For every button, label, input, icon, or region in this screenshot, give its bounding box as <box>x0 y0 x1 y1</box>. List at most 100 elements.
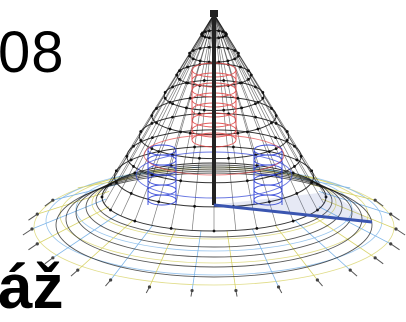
rope-knot <box>186 65 190 69</box>
cylinder-ring <box>147 154 177 166</box>
rope-knot <box>155 121 158 125</box>
mast-cap <box>210 10 218 17</box>
skirt-spoke <box>191 230 202 291</box>
rope-knot <box>295 192 299 195</box>
rope-knot <box>188 96 192 100</box>
rope-knot <box>179 179 183 183</box>
anchor-point <box>389 212 393 216</box>
rope-knot <box>150 147 154 150</box>
ground-anchors <box>22 198 406 297</box>
rope-knot <box>295 158 299 162</box>
rope-knot <box>274 147 278 150</box>
rope-knot <box>261 90 265 94</box>
rope-knot <box>324 195 328 199</box>
skirt-spoke <box>52 213 119 259</box>
rope-knot <box>133 219 137 223</box>
rope-knot <box>245 179 249 183</box>
skirt-spoke <box>309 213 376 259</box>
rope-knot <box>253 102 257 106</box>
cone-spoke <box>213 13 325 191</box>
cone-spoke <box>151 13 215 169</box>
cone-spoke <box>213 13 294 174</box>
boom-web <box>213 191 374 223</box>
rope-knot <box>267 150 271 153</box>
rope-knot <box>171 102 175 106</box>
rope-knot <box>129 192 133 195</box>
rope-knot <box>316 208 319 212</box>
rope-knot <box>171 115 174 119</box>
anchor-point <box>373 198 377 202</box>
anchor-point <box>373 256 377 260</box>
rope-knot <box>132 165 135 168</box>
cone-spoke <box>213 13 277 169</box>
cone-spoke <box>110 13 215 185</box>
rope-knot <box>217 45 221 49</box>
rope-knot <box>245 130 249 134</box>
boom-arm <box>213 203 373 224</box>
skirt-spoke <box>77 219 134 271</box>
rope-knot <box>157 150 161 153</box>
cone-spoke <box>213 13 237 164</box>
skirt-spoke <box>226 230 237 291</box>
anchor-point <box>51 198 55 202</box>
bottom-heading-fragment: áž <box>0 253 64 322</box>
rope-knot <box>191 57 195 61</box>
rope-knot <box>184 81 188 85</box>
cylinder-ring <box>253 184 283 196</box>
rope-knot <box>139 130 143 133</box>
rope-knot <box>191 49 195 52</box>
skirt-spoke <box>275 225 318 281</box>
rope-knot <box>198 156 201 160</box>
cone-spoke <box>213 13 277 226</box>
rope-knot <box>247 77 250 81</box>
anchor-point <box>348 268 352 272</box>
cone-spoke <box>191 13 215 231</box>
rope-knot <box>109 208 112 212</box>
anchor-point <box>35 212 39 216</box>
rope-knot <box>179 130 183 134</box>
skirt-spoke <box>251 228 279 288</box>
anchor-point <box>234 288 238 293</box>
cone-spoke <box>134 13 215 174</box>
rope-knot <box>285 130 289 133</box>
cone-spoke <box>151 13 215 226</box>
skirt-spoke <box>110 225 153 281</box>
rope-knot <box>222 108 226 112</box>
rope-knot <box>274 122 278 125</box>
anchor-point <box>30 227 34 231</box>
cone-spoke <box>213 13 308 179</box>
rope-knot <box>254 115 257 119</box>
anchor-stake <box>28 213 38 221</box>
rope-knot <box>274 136 277 140</box>
rope-knot <box>202 79 206 82</box>
anchor-stake <box>28 243 38 251</box>
anchor-point <box>35 242 39 246</box>
cone-spoke <box>170 13 215 166</box>
anchor-stake <box>395 228 406 236</box>
rope-knot <box>157 200 161 204</box>
rope-knot <box>168 127 172 131</box>
rope-knot <box>256 127 260 131</box>
skirt-spoke <box>31 198 107 230</box>
rope-knot <box>155 107 158 110</box>
rope-knot <box>232 145 235 149</box>
skirt-spoke <box>37 206 110 245</box>
rope-knot <box>132 144 135 148</box>
rope-knot <box>227 156 230 160</box>
rope-knot <box>171 85 175 89</box>
anchor-point <box>394 227 398 231</box>
skirt-spoke <box>294 219 351 271</box>
anchor-stake <box>390 213 400 221</box>
rope-knot <box>217 29 221 33</box>
rope-knot <box>178 69 181 73</box>
skirt-spoke <box>321 198 397 230</box>
rope-knot <box>267 200 271 204</box>
rope-knot <box>310 169 314 173</box>
rope-knot <box>253 85 257 89</box>
slide-number: 08 <box>0 20 65 85</box>
cone-spoke <box>103 13 215 191</box>
anchor-stake <box>44 257 54 265</box>
rope-knot <box>100 195 104 199</box>
rope-knot <box>114 169 118 173</box>
